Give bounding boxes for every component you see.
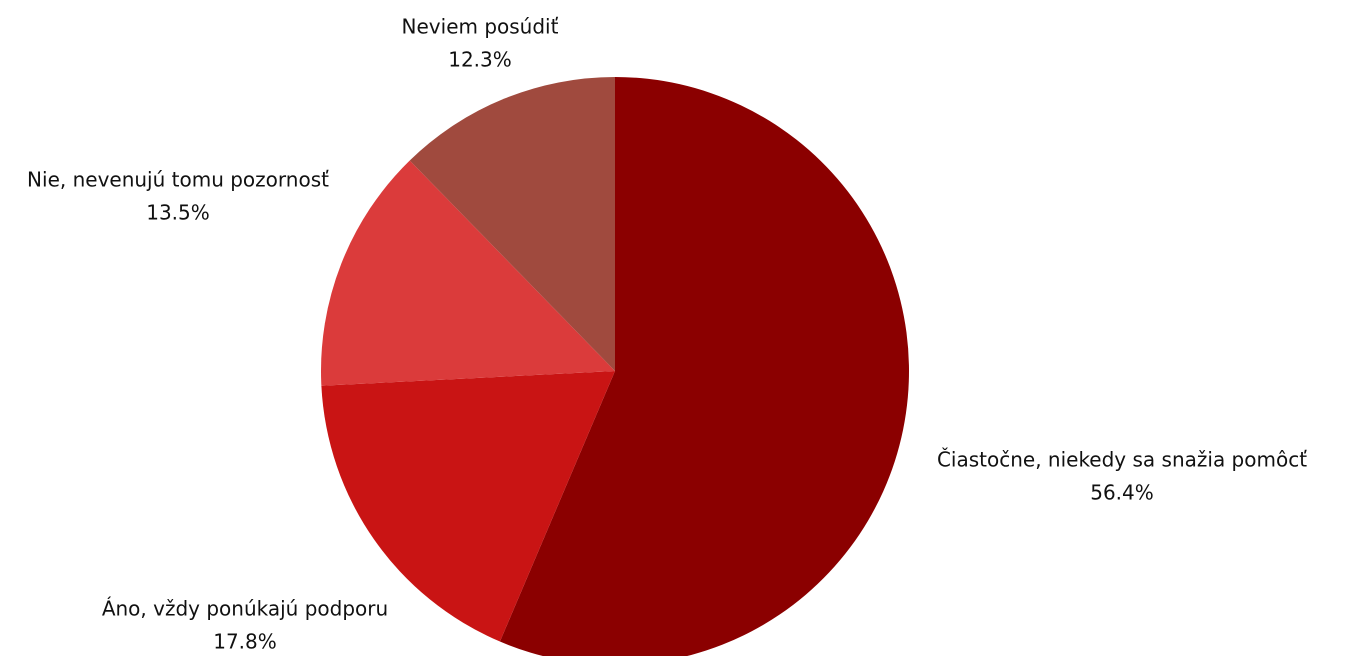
pie-slice — [409, 77, 615, 371]
slice-value-label: 12.3% — [448, 48, 512, 72]
slice-value-label: 56.4% — [1090, 481, 1154, 505]
slice-label: Čiastočne, niekedy sa snažia pomôcť — [937, 448, 1307, 472]
slice-label: Neviem posúdiť — [402, 15, 559, 39]
slice-value-label: 17.8% — [213, 630, 277, 654]
slice-label: Áno, vždy ponúkajú podporu — [102, 597, 388, 621]
pie-slice — [321, 371, 615, 642]
slice-value-label: 13.5% — [146, 201, 210, 225]
pie-slice — [499, 77, 909, 656]
pie-slice — [321, 160, 615, 386]
slice-label: Nie, nevenujú tomu pozornosť — [27, 168, 329, 192]
